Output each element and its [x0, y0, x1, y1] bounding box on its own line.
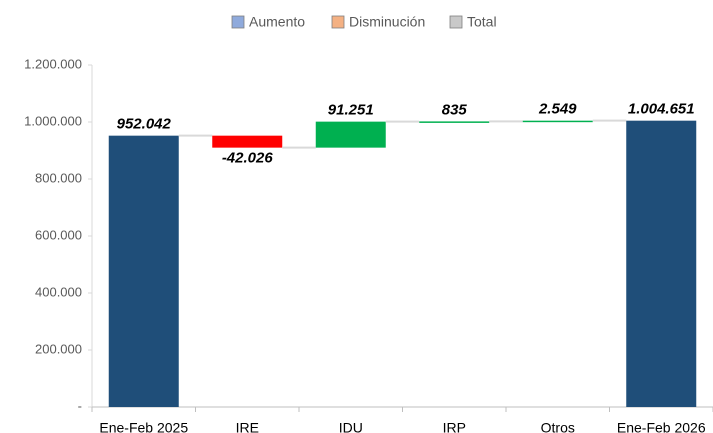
value-label: 2.549 [538, 101, 577, 118]
bar [522, 120, 593, 123]
x-tick-label: Otros [541, 420, 575, 433]
value-label: 952.042 [117, 116, 172, 133]
x-tick-label: IRE [236, 420, 259, 433]
bar [626, 120, 697, 407]
y-tick-label: 600.000 [35, 227, 82, 242]
y-tick-label: 200.000 [35, 341, 82, 356]
value-label: 91.251 [328, 102, 374, 119]
y-tick-label: - [78, 398, 82, 413]
x-tick-label: IRP [443, 420, 466, 433]
bar [212, 135, 283, 148]
bar [419, 121, 490, 123]
legend-swatch [231, 15, 245, 29]
bar [315, 121, 386, 148]
value-label: 835 [442, 101, 468, 118]
legend-swatch [449, 15, 463, 29]
bar [108, 135, 179, 407]
legend-swatch [331, 15, 345, 29]
y-tick-label: 1.200.000 [24, 56, 82, 71]
y-tick-label: 800.000 [35, 170, 82, 185]
x-tick-label: Ene-Feb 2025 [99, 420, 188, 433]
x-tick-label: IDU [339, 420, 363, 433]
value-label: 1.004.651 [628, 101, 695, 118]
x-tick-label: Ene-Feb 2026 [617, 420, 706, 433]
legend-label: Aumento [249, 14, 305, 30]
legend-label: Disminución [349, 14, 425, 30]
y-tick-label: 1.000.000 [24, 113, 82, 128]
y-tick-label: 400.000 [35, 284, 82, 299]
legend-label: Total [467, 14, 497, 30]
value-label: -42.026 [222, 150, 274, 167]
